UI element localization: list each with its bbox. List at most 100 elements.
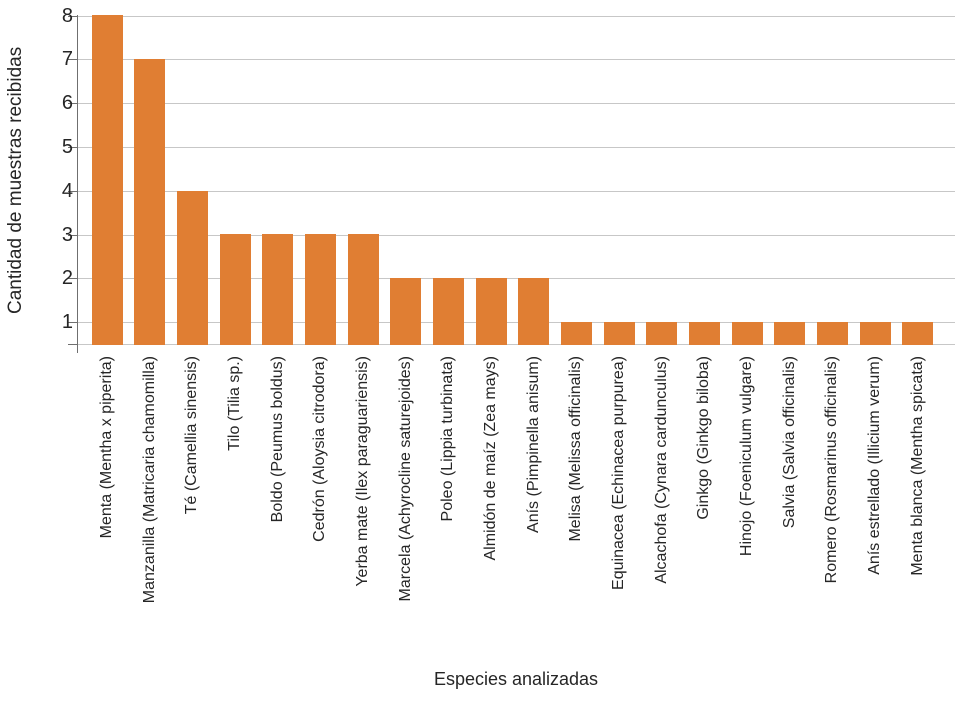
bar xyxy=(816,322,848,345)
y-axis-tick-label: 8 xyxy=(61,5,73,27)
x-label-slot: Menta blanca (Mentha spicata) xyxy=(896,356,939,652)
x-axis-category-label: Almidón de maíz (Zea mays) xyxy=(482,356,500,561)
x-axis-category-label: Anís estrellado (Illicium verum) xyxy=(865,356,883,575)
bar-slot xyxy=(171,15,214,345)
x-axis-category-label: Té (Camellia sinensis) xyxy=(183,356,201,515)
y-axis-tick-mark xyxy=(68,147,77,148)
x-label-slot: Tilo (Tilia sp.) xyxy=(214,356,257,652)
x-label-slot: Boldo (Peumus boldus) xyxy=(257,356,300,652)
bar xyxy=(689,322,721,345)
gridline xyxy=(77,344,955,345)
y-axis-tick-label: 5 xyxy=(61,136,73,158)
x-label-slot: Menta (Mentha x piperita) xyxy=(86,356,129,652)
bar-slot xyxy=(769,15,812,345)
x-label-slot: Marcela (Achyrocline saturejoides) xyxy=(385,356,428,652)
x-axis-category-label: Anís (Pimpinella anisum) xyxy=(524,356,542,533)
x-axis-category-label: Cedrón (Aloysia citrodora) xyxy=(311,356,329,542)
bar xyxy=(305,234,337,345)
y-axis-tick-mark xyxy=(68,16,77,17)
bar-slot xyxy=(257,15,300,345)
y-axis-tick-label: 2 xyxy=(61,267,73,289)
y-axis-title: Cantidad de muestras recibidas xyxy=(5,46,26,314)
x-axis-category-label: Romero (Rosmarinus officinalis) xyxy=(823,356,841,584)
gridline xyxy=(77,59,955,60)
x-label-slot: Anís estrellado (Illicium verum) xyxy=(854,356,897,652)
bar-slot xyxy=(854,15,897,345)
bar-slot xyxy=(214,15,257,345)
y-axis-tick-mark xyxy=(68,191,77,192)
bar-slot xyxy=(811,15,854,345)
bar xyxy=(390,278,422,345)
x-label-slot: Cedrón (Aloysia citrodora) xyxy=(299,356,342,652)
y-axis-tick-mark xyxy=(68,235,77,236)
x-axis-category-label: Hinojo (Foeniculum vulgare) xyxy=(737,356,755,557)
y-axis-tick-mark xyxy=(68,103,77,104)
gridline xyxy=(77,235,955,236)
x-label-slot: Manzanilla (Matricaria chamomilla) xyxy=(129,356,172,652)
bar-slot xyxy=(683,15,726,345)
bar-slot xyxy=(342,15,385,345)
bar xyxy=(219,234,251,345)
x-label-slot: Anís (Pimpinella anisum) xyxy=(513,356,556,652)
x-label-slot: Té (Camellia sinensis) xyxy=(171,356,214,652)
y-axis-tick-label: 7 xyxy=(61,48,73,70)
y-axis-tick-mark xyxy=(68,322,77,323)
bar xyxy=(774,322,806,345)
bar-slot xyxy=(385,15,428,345)
x-label-slot: Alcachofa (Cynara cardunculus) xyxy=(641,356,684,652)
x-axis-category-label: Ginkgo (Ginkgo biloba) xyxy=(695,356,713,520)
bar xyxy=(177,191,209,345)
bar xyxy=(475,278,507,345)
x-axis-category-label: Menta blanca (Mentha spicata) xyxy=(908,356,926,576)
gridline xyxy=(77,191,955,192)
x-label-slot: Poleo (Lippia turbinata) xyxy=(427,356,470,652)
bar xyxy=(859,322,891,345)
x-axis-category-label: Menta (Mentha x piperita) xyxy=(98,356,116,539)
y-axis-tick-mark xyxy=(68,59,77,60)
gridline xyxy=(77,322,955,323)
bar-slot xyxy=(641,15,684,345)
y-axis-tick-mark xyxy=(68,344,77,345)
bar xyxy=(603,322,635,345)
x-label-slot: Hinojo (Foeniculum vulgare) xyxy=(726,356,769,652)
bar-slot xyxy=(86,15,129,345)
gridline xyxy=(77,103,955,104)
x-label-slot: Melisa (Melissa officinalis) xyxy=(555,356,598,652)
bar-slot xyxy=(513,15,556,345)
gridline xyxy=(77,147,955,148)
x-axis-category-label: Equinacea (Echinacea purpurea) xyxy=(610,356,627,590)
x-axis-category-label: Alcachofa (Cynara cardunculus) xyxy=(652,356,670,584)
bar xyxy=(902,322,934,345)
bar-slot xyxy=(470,15,513,345)
x-axis-category-label: Poleo (Lippia turbinata) xyxy=(439,356,457,522)
x-axis-category-label: Tilo (Tilia sp.) xyxy=(226,356,244,451)
y-axis-line xyxy=(77,15,78,353)
gridline xyxy=(77,16,955,17)
bar-slot xyxy=(896,15,939,345)
y-axis-tick-mark xyxy=(68,278,77,279)
y-axis-tick-label: 1 xyxy=(61,311,73,333)
gridline xyxy=(77,278,955,279)
x-axis-category-label: Yerba mate (Ilex paraguariensis) xyxy=(354,356,372,587)
x-axis-category-label: Marcela (Achyrocline saturejoides) xyxy=(396,356,414,602)
x-label-slot: Almidón de maíz (Zea mays) xyxy=(470,356,513,652)
x-label-slot: Romero (Rosmarinus officinalis) xyxy=(811,356,854,652)
x-label-slot: Salvia (Salvia officinalis) xyxy=(769,356,812,652)
bar xyxy=(561,322,593,345)
bar-slot xyxy=(555,15,598,345)
x-label-slot: Yerba mate (Ilex paraguariensis) xyxy=(342,356,385,652)
bar-slot xyxy=(129,15,172,345)
bar-slot xyxy=(427,15,470,345)
y-axis-tick-label: 4 xyxy=(61,180,73,202)
bar xyxy=(433,278,465,345)
x-axis-category-label: Melisa (Melissa officinalis) xyxy=(567,356,585,542)
bar xyxy=(518,278,550,345)
bar xyxy=(646,322,678,345)
x-label-slot: Equinacea (Echinacea purpurea) xyxy=(598,356,641,652)
x-axis-category-labels: Menta (Mentha x piperita) Manzanilla (Mat… xyxy=(86,356,939,652)
x-axis-title: Especies analizadas xyxy=(433,669,599,689)
x-axis-category-label: Salvia (Salvia officinalis) xyxy=(780,356,798,529)
bar-slot xyxy=(598,15,641,345)
y-axis-tick-label: 6 xyxy=(61,92,73,114)
